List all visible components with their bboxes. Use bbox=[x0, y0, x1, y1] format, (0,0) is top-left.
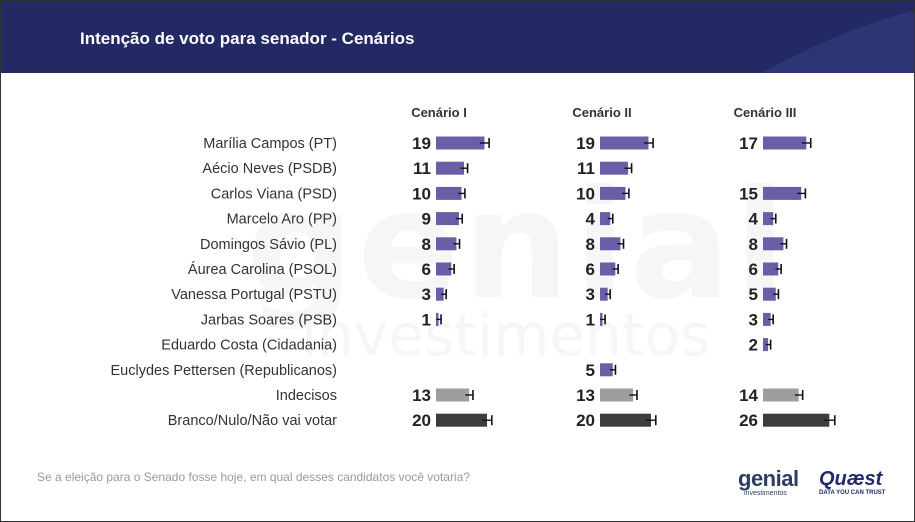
bar bbox=[600, 262, 616, 276]
bar bbox=[436, 388, 470, 402]
series-header: Cenário I bbox=[411, 105, 467, 120]
bar-chart: Cenário I Cenário II Cenário III Marília Ca… bbox=[111, 105, 836, 430]
data-label: 19 bbox=[412, 134, 431, 153]
genial-logo-text: genial bbox=[738, 466, 799, 491]
bar bbox=[436, 413, 487, 427]
bar bbox=[600, 237, 621, 251]
bar bbox=[436, 212, 459, 226]
bar bbox=[600, 161, 629, 175]
data-label: 4 bbox=[586, 210, 596, 229]
bar bbox=[763, 338, 769, 352]
category-label: Domingos Sávio (PL) bbox=[200, 237, 337, 253]
bar bbox=[600, 287, 608, 301]
category-label: Carlos Viana (PSD) bbox=[211, 186, 337, 202]
genial-logo: genial investimentos bbox=[738, 466, 799, 498]
category-label: Euclydes Pettersen (Republicanos) bbox=[111, 363, 337, 379]
data-label: 8 bbox=[586, 235, 595, 254]
data-label: 20 bbox=[412, 411, 431, 430]
data-label: 6 bbox=[422, 260, 431, 279]
category-label: Eduardo Costa (Cidadania) bbox=[161, 338, 337, 354]
bar bbox=[763, 186, 802, 200]
data-label: 3 bbox=[422, 285, 431, 304]
bar bbox=[436, 237, 457, 251]
bar bbox=[763, 212, 774, 226]
bar bbox=[763, 388, 799, 402]
data-label: 9 bbox=[422, 210, 431, 229]
bar bbox=[436, 262, 452, 276]
category-label: Vanessa Portugal (PSTU) bbox=[171, 287, 337, 303]
data-label: 10 bbox=[412, 184, 431, 203]
genial-logo-sub: investimentos bbox=[744, 490, 787, 497]
category-label: Branco/Nulo/Não vai votar bbox=[168, 413, 337, 429]
series-header: Cenário III bbox=[734, 105, 797, 120]
page-title: Intenção de voto para senador - Cenários bbox=[80, 29, 415, 48]
bar bbox=[436, 287, 444, 301]
data-label: 2 bbox=[749, 336, 758, 355]
data-label: 5 bbox=[749, 285, 758, 304]
data-label: 19 bbox=[576, 134, 595, 153]
data-label: 1 bbox=[586, 310, 595, 329]
quaest-logo: Quæst DATA YOU CAN TRUST bbox=[819, 469, 885, 496]
data-label: 26 bbox=[739, 411, 758, 430]
header-shape bbox=[1, 1, 914, 73]
data-label: 5 bbox=[586, 361, 595, 380]
data-label: 8 bbox=[422, 235, 431, 254]
data-label: 6 bbox=[586, 260, 595, 279]
bar bbox=[763, 312, 771, 326]
bar bbox=[600, 136, 649, 150]
series-header: Cenário II bbox=[572, 105, 631, 120]
data-label: 20 bbox=[576, 411, 595, 430]
bar bbox=[436, 136, 485, 150]
data-label: 13 bbox=[576, 386, 595, 405]
survey-question: Se a eleição para o Senado fosse hoje, e… bbox=[37, 470, 470, 484]
category-label: Indecisos bbox=[276, 388, 337, 404]
data-label: 11 bbox=[577, 159, 595, 178]
category-label: Marília Campos (PT) bbox=[203, 136, 337, 152]
bar bbox=[600, 363, 613, 377]
bar bbox=[763, 136, 807, 150]
data-label: 15 bbox=[739, 184, 758, 203]
data-label: 3 bbox=[586, 285, 595, 304]
category-label: Marcelo Aro (PP) bbox=[227, 212, 337, 228]
watermark-logo: genial bbox=[246, 159, 790, 333]
category-label: Jarbas Soares (PSB) bbox=[201, 312, 337, 328]
data-label: 13 bbox=[412, 386, 431, 405]
bar bbox=[600, 413, 651, 427]
bar bbox=[763, 237, 784, 251]
data-label: 6 bbox=[749, 260, 758, 279]
data-label: 8 bbox=[749, 235, 758, 254]
bar bbox=[763, 262, 779, 276]
category-label: Áurea Carolina (PSOL) bbox=[188, 261, 337, 278]
data-label: 10 bbox=[576, 184, 595, 203]
bar bbox=[763, 413, 830, 427]
data-label: 11 bbox=[413, 159, 431, 178]
bar bbox=[763, 287, 776, 301]
data-label: 14 bbox=[739, 386, 758, 405]
bar bbox=[600, 212, 611, 226]
quaest-logo-sub: DATA YOU CAN TRUST bbox=[819, 490, 886, 496]
data-label: 17 bbox=[739, 134, 758, 153]
watermark-logo-sub: investimentos bbox=[301, 301, 711, 369]
bar bbox=[600, 186, 626, 200]
bar bbox=[436, 186, 462, 200]
bar bbox=[600, 388, 634, 402]
category-label: Aécio Neves (PSDB) bbox=[202, 161, 337, 177]
data-label: 1 bbox=[422, 310, 431, 329]
data-label: 4 bbox=[749, 210, 759, 229]
data-label: 3 bbox=[749, 310, 758, 329]
quaest-logo-text: Quæst bbox=[819, 468, 883, 490]
bar bbox=[436, 161, 465, 175]
header-banner: Intenção de voto para senador - Cenários bbox=[1, 1, 914, 73]
